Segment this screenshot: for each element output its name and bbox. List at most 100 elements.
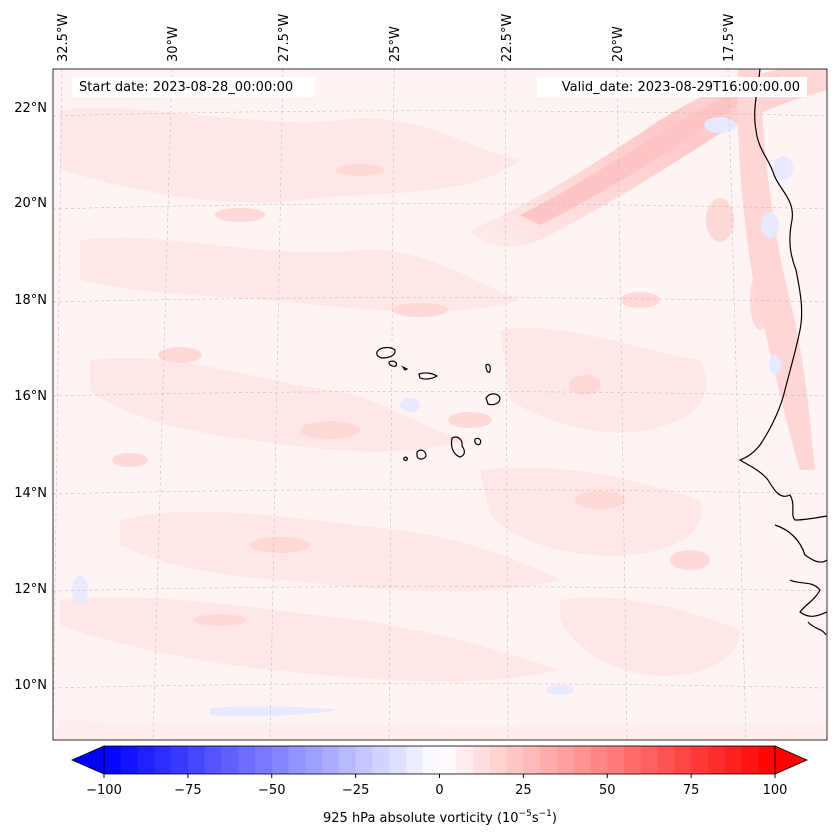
colorbar-cell bbox=[523, 746, 541, 774]
colorbar-tick-label: −75 bbox=[174, 783, 201, 798]
colorbar-cell bbox=[389, 746, 407, 774]
lon-label-22.5: 22.5°W bbox=[500, 14, 515, 62]
colorbar-cell bbox=[439, 746, 457, 774]
southern-band bbox=[53, 720, 827, 740]
cape-verde-islands bbox=[376, 346, 501, 461]
colorbar-cell bbox=[473, 746, 491, 774]
island-santo-antao bbox=[376, 346, 396, 359]
gridline-lon-32.5 bbox=[53, 69, 63, 740]
colorbar-tick-label: −25 bbox=[342, 783, 369, 798]
lon-label-17.5: 17.5°W bbox=[722, 14, 737, 62]
colorbar-cell bbox=[238, 746, 256, 774]
colorbar-cell bbox=[640, 746, 659, 774]
lat-label-14: 14°N bbox=[14, 486, 47, 501]
island-santa-luzia bbox=[401, 365, 409, 371]
island-sao-vicente bbox=[388, 360, 398, 367]
colorbar-cell bbox=[221, 746, 239, 774]
gridline-lat-18 bbox=[53, 297, 827, 303]
colorbar-cell bbox=[154, 746, 172, 774]
island-sal bbox=[485, 363, 491, 373]
coastline-gambia bbox=[774, 524, 827, 563]
colorbar-tick-label: 25 bbox=[515, 783, 532, 798]
colorbar-cell bbox=[288, 746, 306, 774]
colorbar-cell bbox=[573, 746, 591, 774]
map-frame bbox=[52, 68, 828, 741]
colorbar: −100 −75 −50 −25 0 25 50 75 100 925 hPa absolute… bbox=[71, 745, 808, 826]
lat-label-16: 16°N bbox=[14, 389, 47, 404]
lon-labels: 32.5°W 30°W 27.5°W 25°W 22.5°W 20°W 17.5… bbox=[56, 14, 737, 62]
coastline-bissagos bbox=[807, 621, 827, 636]
lat-label-10: 10°N bbox=[14, 678, 47, 693]
gridline-lon-20 bbox=[616, 69, 628, 740]
colorbar-cell bbox=[674, 746, 692, 774]
lon-label-32.5: 32.5°W bbox=[56, 14, 71, 62]
gridlines bbox=[53, 69, 827, 740]
colorbar-cell bbox=[338, 746, 357, 774]
vorticity-patches-negative bbox=[72, 117, 793, 717]
coastal-shear-positive bbox=[737, 69, 815, 470]
colorbar-tick-label: −50 bbox=[258, 783, 285, 798]
island-fogo bbox=[416, 449, 427, 460]
colorbar-cell bbox=[506, 746, 524, 774]
colorbar-cell bbox=[456, 746, 474, 774]
map-panel[interactable]: Start date: 2023-08-28_00:00:00 Valid_da… bbox=[52, 68, 828, 741]
colorbar-cell bbox=[355, 746, 373, 774]
coastline-west-africa bbox=[738, 69, 827, 521]
gridline-lon-27.5 bbox=[269, 69, 284, 740]
colorbar-cell bbox=[556, 746, 575, 774]
colorbar-cell bbox=[372, 746, 390, 774]
lat-labels: 22°N 20°N 18°N 16°N 14°N 12°N 10°N bbox=[14, 101, 47, 693]
valid-date-label: Valid_date: 2023-08-29T16:00:00.00 bbox=[562, 80, 800, 95]
colorbar-tick-label: 100 bbox=[763, 783, 788, 798]
colorbar-cell bbox=[305, 746, 323, 774]
vorticity-patches-light bbox=[60, 107, 740, 682]
colorbar-tick-label: 0 bbox=[435, 783, 443, 798]
island-maio bbox=[474, 437, 482, 446]
gridline-lon-25 bbox=[388, 69, 395, 740]
jet-core bbox=[520, 74, 780, 225]
colorbar-tick-label: 75 bbox=[683, 783, 700, 798]
colorbar-cell bbox=[741, 746, 759, 774]
gridline-lat-10 bbox=[53, 683, 827, 689]
colorbar-cell bbox=[758, 746, 776, 774]
colorbar-tick-label: 50 bbox=[599, 783, 616, 798]
colorbar-cell bbox=[204, 746, 222, 774]
colorbar-cell bbox=[187, 746, 206, 774]
coastline-guinea-bissau bbox=[789, 579, 827, 617]
coastlines bbox=[738, 69, 827, 636]
gridline-lat-22 bbox=[53, 110, 827, 117]
lat-label-12: 12°N bbox=[14, 582, 47, 597]
lat-label-20: 20°N bbox=[14, 196, 47, 211]
gridline-lon-30 bbox=[152, 69, 173, 740]
colorbar-cell bbox=[657, 746, 675, 774]
gridline-lat-16 bbox=[53, 391, 827, 397]
start-date-box bbox=[72, 77, 315, 97]
vorticity-field: Start date: 2023-08-28_00:00:00 Valid_da… bbox=[53, 69, 827, 740]
colorbar-cell bbox=[489, 746, 508, 774]
start-date-label: Start date: 2023-08-28_00:00:00 bbox=[79, 80, 293, 95]
colorbar-extend-low bbox=[71, 745, 105, 775]
colorbar-cell bbox=[607, 746, 625, 774]
island-boa-vista bbox=[485, 393, 501, 406]
colorbar-label: 925 hPa absolute vorticity (10−5s−1) bbox=[323, 809, 557, 826]
colorbar-cell bbox=[624, 746, 642, 774]
gridline-lon-17.5 bbox=[727, 69, 747, 740]
gridline-lat-14 bbox=[53, 489, 827, 495]
colorbar-cell bbox=[271, 746, 290, 774]
lon-label-25: 25°W bbox=[388, 26, 403, 62]
gridline-lon-22.5 bbox=[504, 69, 509, 740]
colorbar-cells bbox=[104, 746, 776, 774]
colorbar-cell bbox=[137, 746, 155, 774]
lon-label-30: 30°W bbox=[166, 26, 181, 62]
colorbar-cell bbox=[322, 746, 340, 774]
lon-label-27.5: 27.5°W bbox=[277, 14, 292, 62]
colorbar-cell bbox=[422, 746, 440, 774]
colorbar-cell bbox=[590, 746, 608, 774]
colorbar-cell bbox=[171, 746, 189, 774]
island-santiago bbox=[450, 436, 465, 458]
lon-label-20: 20°W bbox=[611, 26, 626, 62]
colorbar-tick-label: −100 bbox=[86, 783, 122, 798]
lat-label-22: 22°N bbox=[14, 101, 47, 116]
